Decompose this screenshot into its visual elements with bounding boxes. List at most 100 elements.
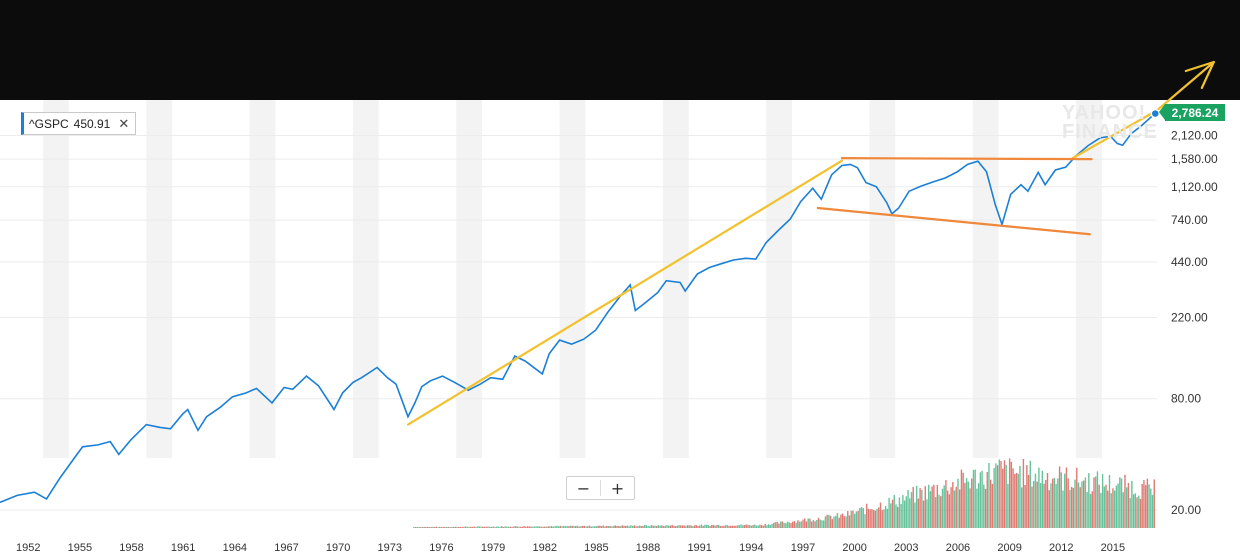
- volume-bar: [742, 525, 744, 528]
- volume-bar: [437, 526, 439, 528]
- volume-bar: [697, 525, 699, 528]
- volume-bar: [654, 525, 656, 528]
- volume-bar: [860, 507, 863, 528]
- volume-bar: [513, 526, 515, 528]
- volume-bar: [416, 527, 419, 528]
- volume-bar: [690, 525, 692, 528]
- x-tick-label: 1997: [791, 542, 815, 554]
- volume-bar: [933, 484, 935, 528]
- volume-bar: [683, 525, 685, 528]
- support-line-3: [816, 206, 1091, 236]
- volume-bar: [757, 525, 759, 528]
- volume-bar: [1153, 479, 1155, 528]
- volume-bar: [791, 521, 794, 528]
- volume-bar: [869, 509, 871, 528]
- volume-bar: [478, 526, 481, 528]
- volume-bar: [554, 526, 556, 528]
- year-band-1958: [146, 100, 173, 458]
- volume-bar: [1088, 473, 1090, 528]
- volume-bar: [626, 525, 629, 528]
- volume-bar: [456, 526, 458, 528]
- volume-bar: [1072, 487, 1075, 528]
- volume-bar: [1012, 468, 1014, 528]
- volume-bar: [576, 525, 579, 528]
- volume-bars: [413, 458, 1155, 528]
- volume-bar: [600, 526, 603, 528]
- volume-bar: [1007, 484, 1009, 528]
- volume-bar: [711, 525, 713, 528]
- volume-bar: [1119, 477, 1121, 528]
- volume-bar: [461, 527, 463, 528]
- close-icon[interactable]: ✕: [118, 115, 130, 131]
- volume-bar: [841, 513, 844, 528]
- volume-bar: [623, 525, 625, 528]
- volume-bar: [1089, 493, 1092, 528]
- x-tick-label: 1991: [687, 542, 711, 554]
- volume-bar: [680, 525, 682, 528]
- volume-bar: [817, 517, 820, 528]
- volume-bar: [1039, 483, 1042, 528]
- volume-bar: [488, 526, 491, 528]
- zoom-controls: − +: [566, 476, 635, 500]
- zoom-out-button[interactable]: −: [576, 478, 591, 498]
- year-band-1970: [352, 100, 379, 458]
- volume-bar: [425, 527, 427, 528]
- volume-bar: [645, 525, 648, 528]
- volume-bar: [733, 525, 735, 528]
- volume-bar: [946, 490, 949, 528]
- volume-bar: [423, 526, 425, 528]
- volume-bar: [1026, 465, 1028, 528]
- volume-bar: [950, 487, 952, 528]
- volume-bar: [552, 526, 555, 528]
- volume-bar: [637, 526, 639, 528]
- volume-bar: [797, 520, 799, 528]
- year-band-1982: [559, 100, 586, 458]
- volume-bar: [838, 517, 840, 528]
- volume-bar: [525, 526, 527, 528]
- volume-bar: [511, 526, 513, 528]
- volume-bar: [607, 525, 610, 528]
- volume-bar: [886, 508, 889, 528]
- volume-bar: [432, 526, 434, 528]
- volume-bar: [812, 519, 815, 528]
- volume-bar: [769, 525, 772, 528]
- volume-bar: [1000, 461, 1002, 528]
- volume-bar: [447, 526, 450, 528]
- volume-bar: [831, 519, 833, 528]
- volume-bar: [829, 515, 832, 528]
- volume-bar: [490, 526, 493, 528]
- volume-bar: [1079, 487, 1081, 528]
- volume-bar: [1020, 487, 1023, 528]
- volume-bar: [526, 526, 529, 528]
- x-tick-label: 1967: [274, 542, 298, 554]
- volume-bar: [743, 525, 746, 528]
- volume-bar: [835, 515, 837, 528]
- volume-bar: [1010, 461, 1013, 528]
- volume-bar: [583, 525, 586, 528]
- volume-bar: [1131, 480, 1133, 528]
- volume-bar: [624, 525, 627, 528]
- zoom-in-button[interactable]: +: [610, 478, 625, 498]
- volume-bar: [463, 526, 465, 528]
- volume-bar: [612, 525, 615, 528]
- volume-bar: [705, 524, 708, 528]
- volume-bar: [518, 526, 520, 528]
- volume-bar: [633, 525, 635, 528]
- legend-symbol-chip[interactable]: ^GSPC 450.91 ✕: [21, 112, 137, 135]
- volume-bar: [483, 526, 486, 528]
- volume-bar: [616, 525, 618, 528]
- volume-bar: [499, 526, 501, 528]
- volume-bar: [564, 526, 567, 528]
- volume-bar: [936, 484, 939, 528]
- volume-bar: [1103, 486, 1106, 528]
- volume-bar: [996, 465, 999, 528]
- volume-bar: [852, 510, 854, 528]
- volume-bar: [1041, 470, 1044, 528]
- volume-bar: [833, 516, 835, 528]
- volume-bar: [888, 497, 890, 528]
- volume-bar: [533, 526, 536, 528]
- volume-bar: [872, 509, 875, 528]
- volume-bar: [540, 526, 543, 528]
